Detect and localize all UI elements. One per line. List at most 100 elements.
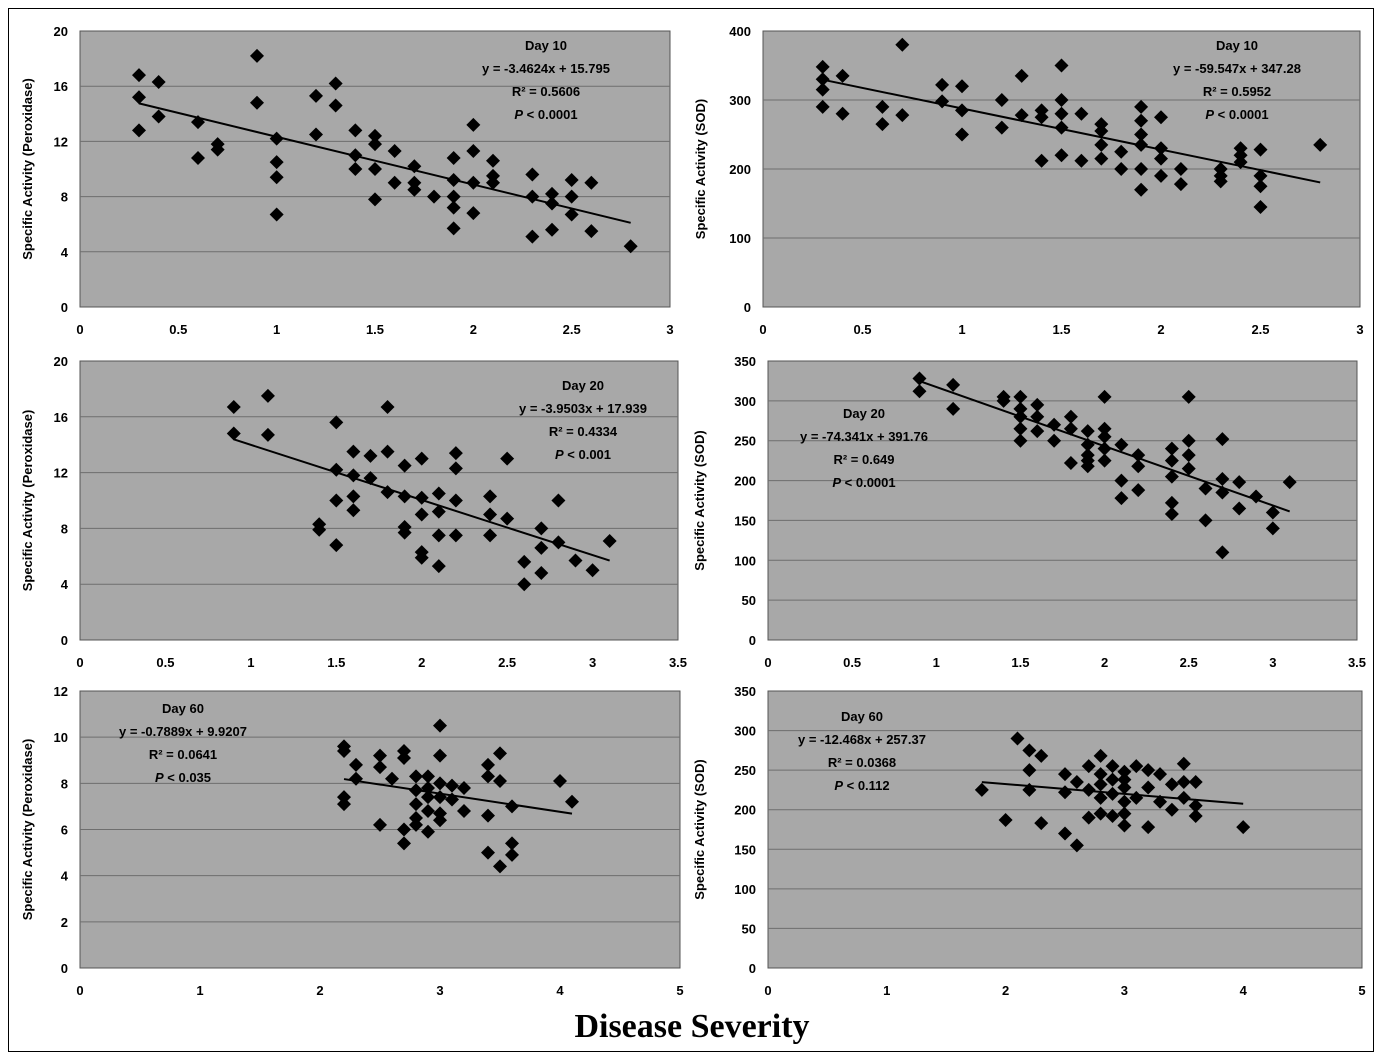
data-point xyxy=(1134,162,1149,176)
data-point xyxy=(1013,401,1028,416)
annotation-r2: R² = 0.0368 xyxy=(828,755,896,770)
data-point xyxy=(1129,759,1144,774)
x-tick-label: 0 xyxy=(76,655,83,670)
y-tick-label: 200 xyxy=(734,803,756,818)
data-point xyxy=(835,68,850,83)
data-point xyxy=(875,99,890,114)
y-tick-label: 150 xyxy=(734,513,756,528)
data-point xyxy=(500,451,515,466)
data-point xyxy=(1054,58,1069,73)
data-point xyxy=(1253,168,1268,183)
data-point xyxy=(1164,777,1179,792)
x-tick-label: 0 xyxy=(764,983,771,998)
data-point xyxy=(348,162,363,176)
data-point xyxy=(994,120,1009,135)
data-point xyxy=(1014,68,1029,83)
data-point xyxy=(1265,521,1280,536)
data-point xyxy=(431,486,446,501)
annotation-equation: y = -3.9503x + 17.939 xyxy=(519,401,647,416)
data-point xyxy=(346,444,361,459)
data-point xyxy=(373,748,387,763)
x-tick-label: 1.5 xyxy=(327,655,345,670)
annotation-equation: y = -12.468x + 257.37 xyxy=(798,732,926,747)
data-point xyxy=(1141,780,1156,795)
y-tick-label: 12 xyxy=(54,684,68,699)
y-tick-label: 250 xyxy=(734,763,756,778)
data-point xyxy=(1074,106,1089,121)
data-point xyxy=(1081,810,1096,825)
data-point xyxy=(1034,110,1049,125)
data-point xyxy=(517,554,532,569)
annotation-r2: R² = 0.0641 xyxy=(149,747,217,762)
data-point xyxy=(1141,820,1156,835)
data-point xyxy=(1114,491,1129,506)
x-tick-label: 0.5 xyxy=(169,322,187,337)
data-point xyxy=(1198,513,1213,528)
data-point xyxy=(397,836,411,851)
data-point xyxy=(1188,798,1203,813)
data-point xyxy=(269,207,284,222)
data-point xyxy=(505,836,519,851)
data-point xyxy=(815,82,830,97)
data-point xyxy=(1173,162,1188,176)
data-point xyxy=(481,757,495,772)
data-point xyxy=(337,744,351,759)
annotation-equation: y = -3.4624x + 15.795 xyxy=(482,61,610,76)
x-tick-label: 2 xyxy=(1157,322,1164,337)
y-tick-label: 150 xyxy=(734,842,756,857)
data-point xyxy=(448,493,463,508)
data-point xyxy=(955,127,969,142)
data-points xyxy=(337,718,579,874)
y-tick-label: 8 xyxy=(61,776,68,791)
data-point xyxy=(397,750,411,765)
data-point xyxy=(445,778,459,793)
y-tick-label: 10 xyxy=(54,730,68,745)
y-tick-label: 12 xyxy=(54,466,68,481)
data-point xyxy=(151,109,166,124)
data-point xyxy=(584,224,599,239)
annotation-p-value: P < 0.0001 xyxy=(1205,107,1268,122)
annotation-title: Day 20 xyxy=(843,406,885,421)
x-tick-label: 0.5 xyxy=(853,322,871,337)
data-point xyxy=(564,207,579,222)
y-tick-label: 20 xyxy=(54,24,68,39)
data-point xyxy=(534,566,549,581)
data-point xyxy=(269,170,284,185)
data-point xyxy=(1105,809,1120,824)
data-point xyxy=(1253,142,1268,157)
data-point xyxy=(1164,507,1179,522)
x-tick-label: 4 xyxy=(556,983,564,998)
x-tick-label: 4 xyxy=(1240,983,1248,998)
data-point xyxy=(946,377,961,392)
x-tick-label: 1.5 xyxy=(1011,655,1029,670)
data-point xyxy=(1134,182,1149,197)
x-tick-label: 3 xyxy=(1121,983,1128,998)
data-point xyxy=(955,79,969,94)
data-point xyxy=(564,173,579,188)
data-point xyxy=(431,528,446,543)
x-tick-label: 0.5 xyxy=(843,655,861,670)
data-point xyxy=(427,189,441,204)
data-point xyxy=(493,774,507,789)
annotation-title: Day 60 xyxy=(162,701,204,716)
data-point xyxy=(1215,545,1230,560)
data-point xyxy=(1117,818,1132,833)
data-point xyxy=(346,503,361,518)
y-tick-label: 50 xyxy=(742,921,756,936)
y-tick-label: 4 xyxy=(61,577,69,592)
data-point xyxy=(387,175,402,190)
data-point xyxy=(407,182,422,197)
data-point xyxy=(433,813,447,828)
y-axis-label: Specific Activity (Peroxidase) xyxy=(20,410,35,592)
y-axis-label: Specific Activity (Peroxidase) xyxy=(20,78,35,260)
y-tick-label: 4 xyxy=(61,245,69,260)
data-point xyxy=(250,48,264,63)
x-tick-label: 1 xyxy=(273,322,280,337)
data-point xyxy=(1097,421,1112,436)
y-tick-label: 100 xyxy=(734,882,756,897)
data-point xyxy=(1117,780,1132,795)
data-point xyxy=(337,797,351,812)
data-point xyxy=(1080,459,1095,474)
data-point xyxy=(1173,177,1188,192)
data-point xyxy=(1054,120,1069,135)
